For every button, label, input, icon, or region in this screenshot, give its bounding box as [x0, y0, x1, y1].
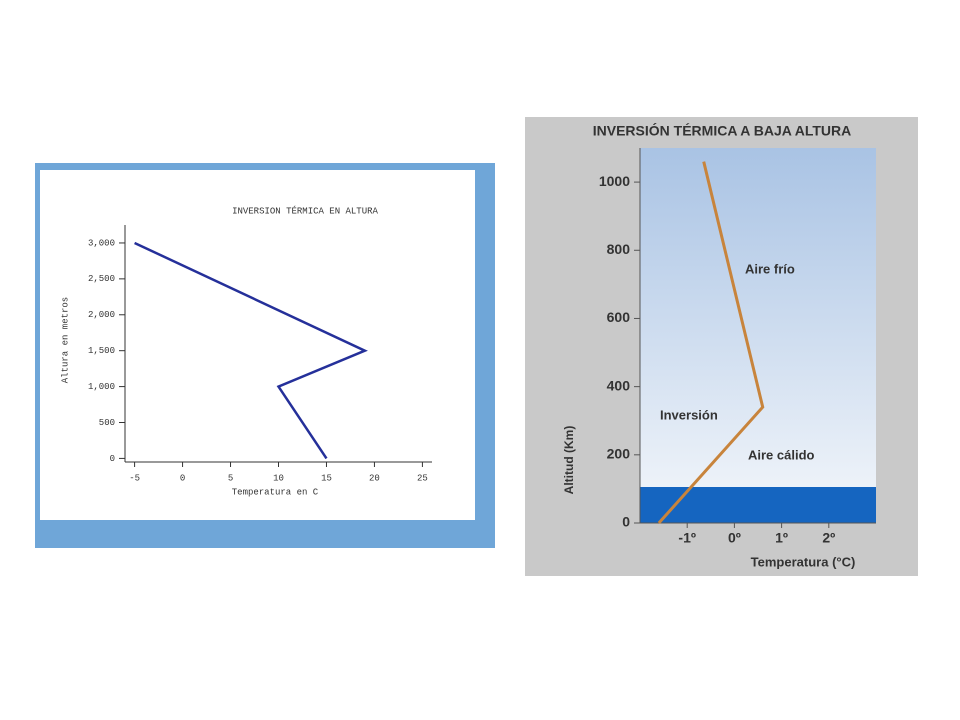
x-axis-label: Temperatura (°C) [751, 554, 856, 569]
x-tick-label: -1º [678, 530, 696, 546]
left-panel [40, 170, 475, 520]
y-axis-label: Altitud (Km) [562, 426, 576, 495]
x-tick-label: 15 [321, 473, 332, 483]
annotation: Aire frío [745, 261, 795, 276]
data-line [134, 241, 368, 460]
right-plot-bg [640, 148, 876, 523]
ground-band [640, 487, 876, 523]
chart-left: INVERSION TÉRMICA EN ALTURA Temperatura e… [60, 205, 432, 497]
chart-title: INVERSION TÉRMICA EN ALTURA [232, 205, 378, 216]
y-tick-label: 2,500 [88, 274, 115, 284]
y-tick-label: 200 [607, 446, 631, 462]
x-tick-label: 0 [180, 473, 185, 483]
y-tick-label: 1000 [599, 173, 630, 189]
y-tick-label: 1,500 [88, 346, 115, 356]
x-tick-label: 0º [728, 530, 741, 546]
y-tick-label: 600 [607, 309, 631, 325]
data-line [657, 161, 765, 525]
y-tick-label: 500 [99, 418, 115, 428]
y-tick-label: 1,000 [88, 382, 115, 392]
x-axis-label: Temperatura en C [232, 487, 319, 497]
y-axis-label: Altura en metros [60, 297, 70, 383]
y-tick-label: 400 [607, 377, 631, 393]
y-tick-label: 800 [607, 241, 631, 257]
x-tick-label: 5 [228, 473, 233, 483]
y-tick-label: 0 [110, 454, 115, 464]
x-tick-label: 1º [775, 530, 788, 546]
y-tick-label: 0 [622, 514, 630, 530]
x-tick-label: 20 [369, 473, 380, 483]
x-tick-label: 10 [273, 473, 284, 483]
x-tick-label: 2º [822, 530, 835, 546]
x-tick-label: -5 [129, 473, 140, 483]
chart-right: INVERSIÓN TÉRMICA A BAJA ALTURA Temperatu… [562, 122, 876, 569]
chart-title: INVERSIÓN TÉRMICA A BAJA ALTURA [593, 122, 851, 139]
y-tick-label: 2,000 [88, 310, 115, 320]
annotation: Aire cálido [748, 447, 815, 462]
x-tick-label: 25 [417, 473, 428, 483]
y-tick-label: 3,000 [88, 238, 115, 248]
annotation: Inversión [660, 407, 718, 422]
